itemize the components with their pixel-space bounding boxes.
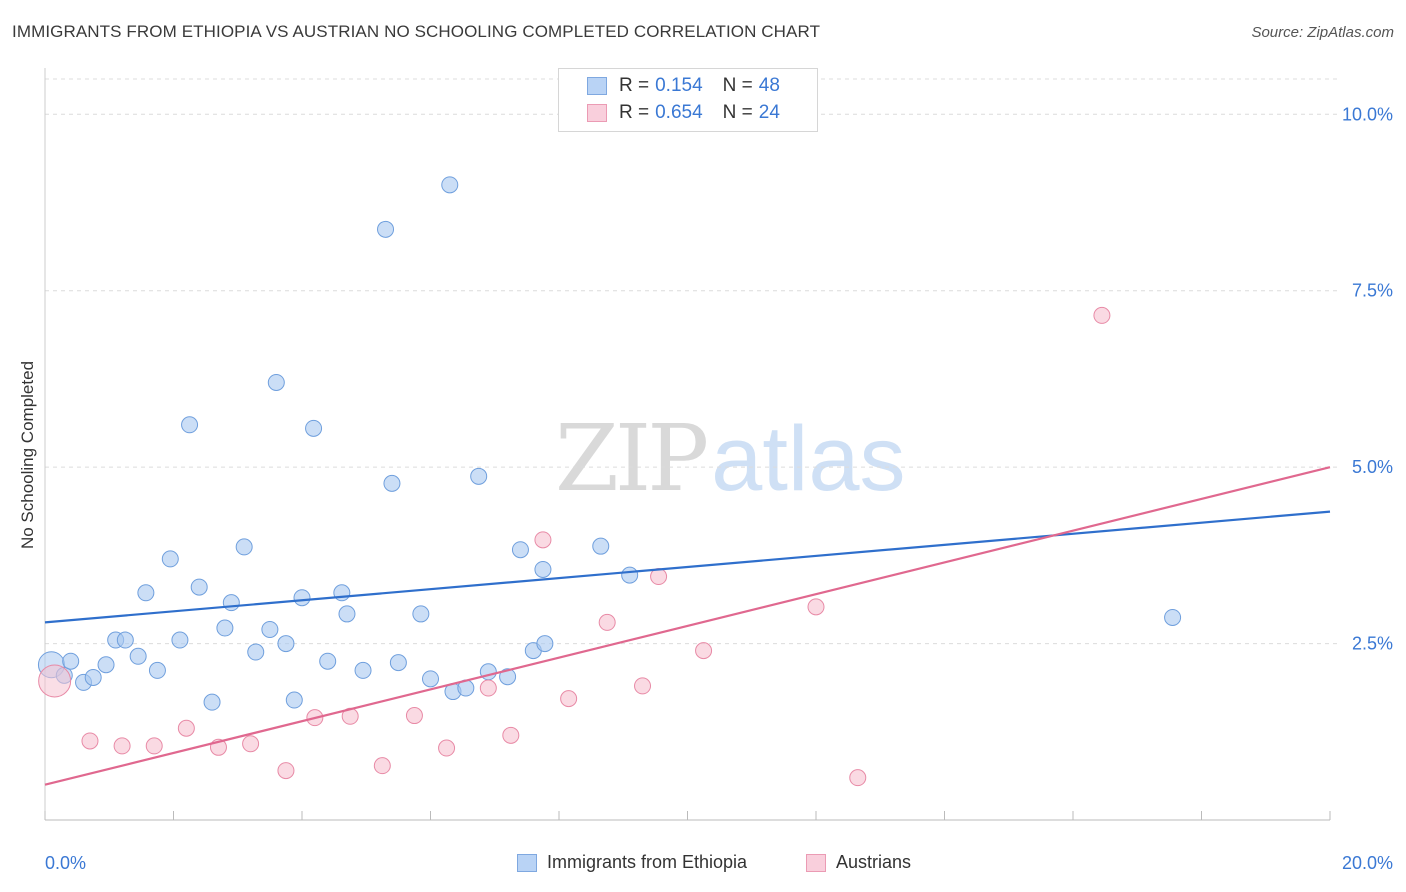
ethiopia-point: [203, 693, 221, 711]
ethiopia-point: [261, 620, 279, 638]
ethiopia-point: [116, 631, 134, 649]
ethiopia-point: [148, 661, 166, 679]
ethiopia-point: [97, 656, 115, 674]
austrian-point: [405, 707, 423, 725]
ethiopia-point: [319, 652, 337, 670]
austrian-point: [534, 531, 552, 549]
legend-r-label: R =: [619, 102, 650, 123]
austrian-trend-line: [44, 466, 1331, 786]
ethiopia-point: [190, 578, 208, 596]
legend-row-austrians: R = 0.654 N = 24: [559, 100, 780, 126]
y-tick-label: 10.0%: [1342, 104, 1393, 124]
austrian-point: [1093, 306, 1111, 324]
austrian-point: [634, 677, 652, 695]
ethiopia-point: [305, 419, 323, 437]
ethiopia-point: [511, 541, 529, 559]
series-swatch-ethiopia: [517, 853, 537, 872]
legend-n-value: 48: [758, 75, 780, 96]
watermark-zip: ZIP: [555, 405, 709, 512]
y-tick-label: 5.0%: [1352, 457, 1393, 477]
ethiopia-point: [161, 550, 179, 568]
ethiopia-point: [181, 416, 199, 434]
ethiopia-point: [1164, 608, 1182, 626]
ethiopia-point: [267, 373, 285, 391]
ethiopia-point: [536, 635, 554, 653]
watermark: ZIPatlas: [555, 405, 906, 512]
legend-swatch-ethiopia: [587, 77, 607, 95]
ethiopia-point: [412, 605, 430, 623]
series-label-ethiopia: Immigrants from Ethiopia: [547, 852, 748, 872]
legend-n-value: 24: [758, 102, 780, 123]
austrian-point: [113, 737, 131, 755]
austrian-point: [145, 737, 163, 755]
austrian-point: [177, 719, 195, 737]
austrian-point: [502, 726, 520, 744]
ethiopia-point: [129, 647, 147, 665]
ethiopia-point: [285, 691, 303, 709]
ethiopia-point: [338, 605, 356, 623]
ethiopia-point: [235, 538, 253, 556]
legend-swatch-austrians: [587, 104, 607, 122]
legend-n-label: N =: [722, 75, 753, 96]
ethiopia-point: [62, 652, 80, 670]
ethiopia-point: [592, 537, 610, 555]
ethiopia-point: [389, 654, 407, 672]
ethiopia-trend-line: [44, 510, 1331, 624]
watermark-atlas: atlas: [711, 408, 906, 510]
legend-n-label: N =: [722, 102, 753, 123]
ethiopia-point: [277, 635, 295, 653]
ethiopia-point: [377, 220, 395, 238]
ethiopia-point: [422, 670, 439, 688]
x-tick-label: 0.0%: [45, 853, 86, 873]
series-legend-austrians: Austrians: [806, 852, 911, 873]
ethiopia-point: [222, 594, 240, 612]
ethiopia-point: [171, 631, 189, 649]
austrian-point: [807, 598, 825, 616]
austrian-point: [81, 732, 99, 750]
legend-r-label: R =: [619, 75, 650, 96]
ethiopia-point: [293, 589, 311, 607]
ethiopia-point: [621, 566, 639, 584]
ethiopia-point: [247, 643, 265, 661]
legend-row-ethiopia: R = 0.154 N = 48: [559, 73, 780, 99]
stats-legend: R = 0.154 N = 48 R = 0.654 N = 24: [558, 68, 818, 132]
chart-title: IMMIGRANTS FROM ETHIOPIA VS AUSTRIAN NO …: [12, 22, 821, 41]
austrian-point: [277, 762, 295, 780]
source-label: Source: ZipAtlas.com: [1251, 24, 1394, 41]
austrian-point: [598, 613, 616, 631]
ethiopia-point: [383, 474, 401, 492]
ethiopia-point: [354, 661, 372, 679]
legend-r-value: 0.154: [655, 75, 703, 96]
ethiopia-point: [441, 176, 459, 194]
y-tick-label: 2.5%: [1352, 634, 1393, 654]
y-tick-label: 7.5%: [1352, 281, 1393, 301]
austrian-point: [242, 735, 260, 753]
series-swatch-austrians: [806, 853, 826, 872]
x-tick-label: 20.0%: [1342, 853, 1393, 873]
austrian-point: [479, 679, 497, 697]
austrian-point: [560, 690, 578, 708]
series-label-austrians: Austrians: [836, 852, 912, 872]
austrian-point: [38, 664, 72, 698]
austrian-point: [695, 642, 713, 660]
legend-r-value: 0.654: [655, 102, 703, 123]
ethiopia-point: [137, 584, 155, 602]
ethiopia-point: [84, 668, 102, 686]
series-legend-ethiopia: Immigrants from Ethiopia: [517, 852, 747, 873]
ethiopia-point: [470, 467, 488, 485]
ethiopia-point: [534, 560, 552, 578]
ethiopia-point: [216, 619, 234, 637]
ethiopia-point: [499, 668, 517, 686]
austrian-point: [438, 739, 456, 757]
austrian-point: [849, 769, 867, 787]
austrian-point: [373, 757, 391, 775]
